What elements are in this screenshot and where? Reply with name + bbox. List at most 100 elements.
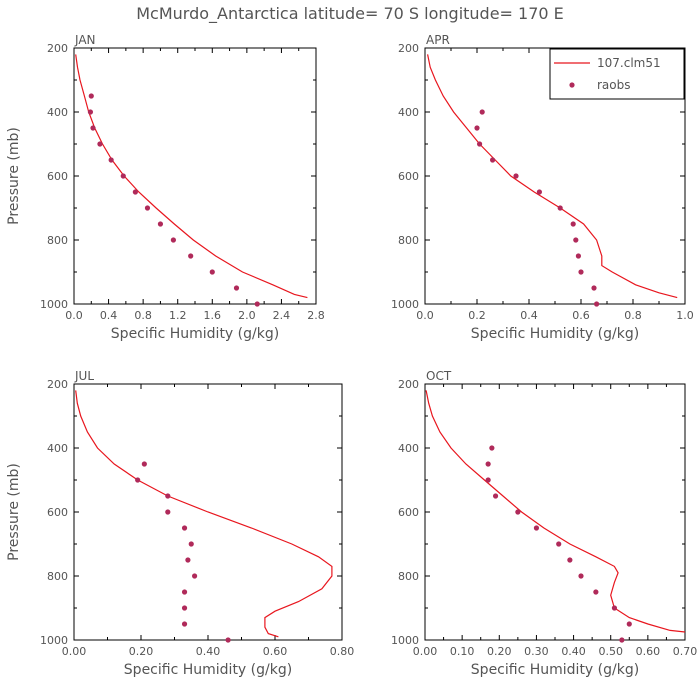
panels-group: JAN 0.0 0.4 0.8 1.2 1.6 2.0 2.4 2.8 200 400 600 800 1… (6, 33, 697, 678)
legend-box (549, 48, 685, 100)
y-tick-label: 200 (47, 42, 68, 55)
x-tick-label: 2.4 (273, 309, 291, 322)
raobs-point (594, 301, 600, 307)
x-tick-label: 2.8 (307, 309, 325, 322)
x-tick-label: 2.0 (238, 309, 256, 322)
raobs-point (575, 253, 582, 259)
raobs-point (578, 269, 584, 275)
x-tick-label: 0.00 (413, 645, 438, 658)
x-tick-label: 0.0 (416, 309, 434, 322)
raobs-point (135, 477, 141, 483)
x-tick-label: 0.70 (673, 645, 698, 658)
panel-apr: APR 0.0 0.2 0.4 0.6 0.8 1.0 200 400 600 800 1000 Spe… (391, 33, 694, 342)
raobs-point (485, 461, 491, 467)
raobs-point (185, 557, 191, 563)
raobs-point (557, 205, 563, 211)
raobs-point (626, 621, 632, 627)
x-tick-label: 0.30 (524, 645, 549, 658)
raobs-point (141, 461, 147, 467)
raobs-point (578, 573, 584, 579)
panel-label: APR (426, 33, 450, 47)
raobs-point (165, 509, 171, 515)
raobs-point (209, 269, 215, 275)
y-tick-label: 200 (398, 42, 419, 55)
x-tick-label: 0.80 (330, 645, 355, 658)
raobs-point (120, 173, 126, 179)
raobs-point (490, 157, 496, 163)
panel-label: JUL (74, 369, 94, 383)
raobs-point (477, 141, 483, 147)
raobs-point (170, 237, 176, 243)
x-tick-label: 0.4 (100, 309, 118, 322)
raobs-point (567, 557, 573, 563)
raobs-point (513, 173, 519, 179)
raobs-point (188, 253, 194, 259)
x-tick-label: 0.00 (62, 645, 87, 658)
y-tick-label: 800 (398, 570, 419, 583)
panel-jul: JUL 0.00 0.20 0.40 0.60 0.80 200 400 600 800 1000 S… (6, 369, 354, 678)
raobs-point (188, 541, 194, 547)
raobs-point (88, 93, 94, 99)
y-tick-label: 600 (47, 170, 68, 183)
raobs-point (90, 125, 96, 131)
raobs-point (533, 525, 540, 531)
x-tick-label: 0.8 (134, 309, 152, 322)
x-tick-label: 0.0 (65, 309, 83, 322)
legend-label: 107.clm51 (597, 56, 661, 70)
y-tick-label: 1000 (40, 298, 68, 311)
y-tick-label: 1000 (391, 298, 419, 311)
y-tick-label: 400 (398, 106, 419, 119)
y-tick-label: 200 (398, 378, 419, 391)
y-tick-label: 800 (47, 570, 68, 583)
raobs-point (593, 589, 599, 595)
x-tick-label: 0.20 (487, 645, 512, 658)
raobs-point (254, 301, 260, 307)
y-tick-label: 600 (398, 506, 419, 519)
y-tick-label: 200 (47, 378, 68, 391)
x-axis-label: Specific Humidity (g/kg) (471, 662, 639, 678)
legend: 107.clm51 raobs (549, 48, 685, 100)
y-axis-label: Pressure (mb) (6, 463, 22, 561)
raobs-point (570, 221, 576, 227)
raobs-point (485, 477, 491, 483)
y-axis-label: Pressure (mb) (6, 127, 22, 225)
raobs-point (233, 285, 240, 291)
raobs-point (157, 221, 164, 227)
model-line-series (75, 54, 308, 299)
raobs-point (492, 493, 499, 499)
raobs-point (556, 541, 562, 547)
raobs-point (479, 109, 485, 115)
panel-label: OCT (426, 369, 452, 383)
raobs-point (181, 589, 188, 595)
raobs-point (225, 637, 231, 643)
raobs-point (181, 605, 188, 611)
y-tick-label: 600 (47, 506, 68, 519)
raobs-point (181, 525, 188, 531)
raobs-point (591, 285, 597, 291)
x-tick-label: 0.20 (129, 645, 154, 658)
raobs-point (489, 445, 495, 451)
x-tick-label: 0.6 (572, 309, 590, 322)
x-tick-label: 0.40 (196, 645, 221, 658)
y-tick-label: 800 (398, 234, 419, 247)
model-line-series (75, 390, 333, 638)
raobs-point (165, 493, 171, 499)
raobs-point (132, 189, 138, 195)
y-tick-label: 400 (47, 106, 68, 119)
x-tick-label: 0.60 (636, 645, 661, 658)
x-tick-label: 0.2 (468, 309, 486, 322)
legend-label: raobs (597, 78, 631, 92)
x-tick-label: 0.4 (520, 309, 538, 322)
y-tick-label: 800 (47, 234, 68, 247)
raobs-point (108, 157, 114, 163)
y-tick-label: 400 (398, 442, 419, 455)
x-axis-label: Specific Humidity (g/kg) (111, 326, 279, 342)
x-tick-label: 0.10 (450, 645, 475, 658)
raobs-point (144, 205, 151, 211)
panel-label: JAN (74, 33, 96, 47)
x-tick-label: 0.8 (624, 309, 642, 322)
raobs-point (97, 141, 103, 147)
chart-title: McMurdo_Antarctica latitude= 70 S longit… (136, 4, 564, 24)
raobs-point (573, 237, 579, 243)
